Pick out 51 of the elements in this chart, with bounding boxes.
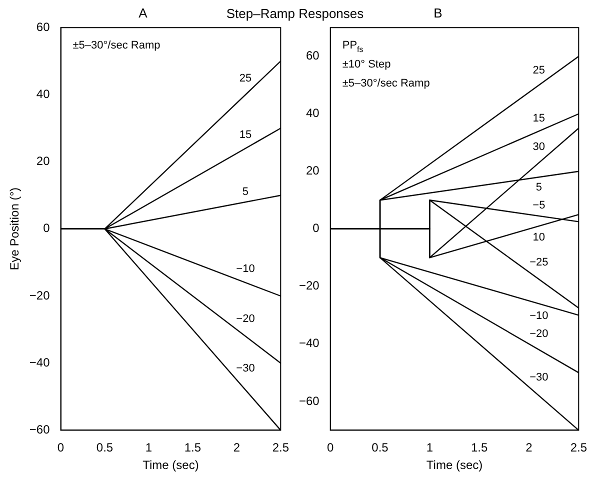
y-tick-label: 20 bbox=[36, 154, 50, 168]
x-tick-label: 1.5 bbox=[184, 440, 202, 455]
y-tick-label: 0 bbox=[312, 221, 320, 236]
y-tick-label: −40 bbox=[29, 355, 50, 370]
x-tick-label: 0 bbox=[57, 440, 64, 455]
y-tick-label: 60 bbox=[306, 48, 320, 63]
series-label: 5 bbox=[536, 181, 542, 194]
y-tick-label: −60 bbox=[298, 394, 320, 408]
x-tick-label: 2.5 bbox=[272, 440, 290, 455]
x-tick-label: 2.5 bbox=[570, 440, 588, 455]
x-tick-label: 0 bbox=[327, 440, 334, 455]
y-tick-label: −20 bbox=[29, 288, 50, 302]
series-label: −20 bbox=[530, 328, 548, 340]
series-label: 25 bbox=[239, 72, 252, 84]
y-tick-label: 0 bbox=[43, 221, 50, 236]
series-label: 15 bbox=[532, 112, 546, 125]
chart-subtitle: Step–Ramp Responses bbox=[226, 6, 364, 21]
series-label: −30 bbox=[530, 371, 548, 384]
series-label: −30 bbox=[236, 362, 255, 375]
series-label: −10 bbox=[530, 310, 548, 322]
x-tick-label: 1 bbox=[426, 440, 434, 455]
y-tick-label: 60 bbox=[36, 20, 50, 34]
series-label: 5 bbox=[242, 186, 249, 198]
y-tick-label: −60 bbox=[29, 422, 50, 437]
x-tick-label: 2 bbox=[233, 440, 240, 455]
series-label: −10 bbox=[236, 263, 255, 276]
chart-title: A bbox=[138, 5, 148, 20]
x-axis-title: Time (sec) bbox=[142, 458, 199, 472]
x-tick-label: 1 bbox=[145, 440, 152, 455]
x-tick-label: 0.5 bbox=[96, 440, 114, 455]
y-tick-label: 40 bbox=[306, 106, 320, 120]
y-tick-label: −40 bbox=[298, 336, 320, 350]
y-tick-label: 20 bbox=[306, 164, 320, 178]
y-axis-title: Eye Position (°) bbox=[8, 187, 22, 270]
series-label: −25 bbox=[530, 256, 548, 268]
series-label: 30 bbox=[532, 141, 546, 154]
annotation: ±5–30°/sec Ramp bbox=[342, 78, 430, 90]
series-label: 10 bbox=[532, 232, 546, 244]
series-label: −5 bbox=[532, 199, 546, 212]
series-label: 25 bbox=[532, 64, 546, 76]
series-label: 15 bbox=[239, 128, 252, 141]
series-label: −20 bbox=[236, 312, 255, 325]
x-tick-label: 0.5 bbox=[372, 440, 389, 455]
x-tick-label: 2 bbox=[526, 440, 533, 455]
x-axis-title: Time (sec) bbox=[426, 458, 483, 472]
y-tick-label: 40 bbox=[36, 87, 50, 102]
annotation: ±10° Step bbox=[342, 58, 391, 71]
annotation: ±5–30°/sec Ramp bbox=[72, 40, 160, 52]
x-tick-label: 1.5 bbox=[470, 440, 488, 455]
y-tick-label: −20 bbox=[298, 278, 320, 293]
chart-title: B bbox=[434, 5, 442, 20]
